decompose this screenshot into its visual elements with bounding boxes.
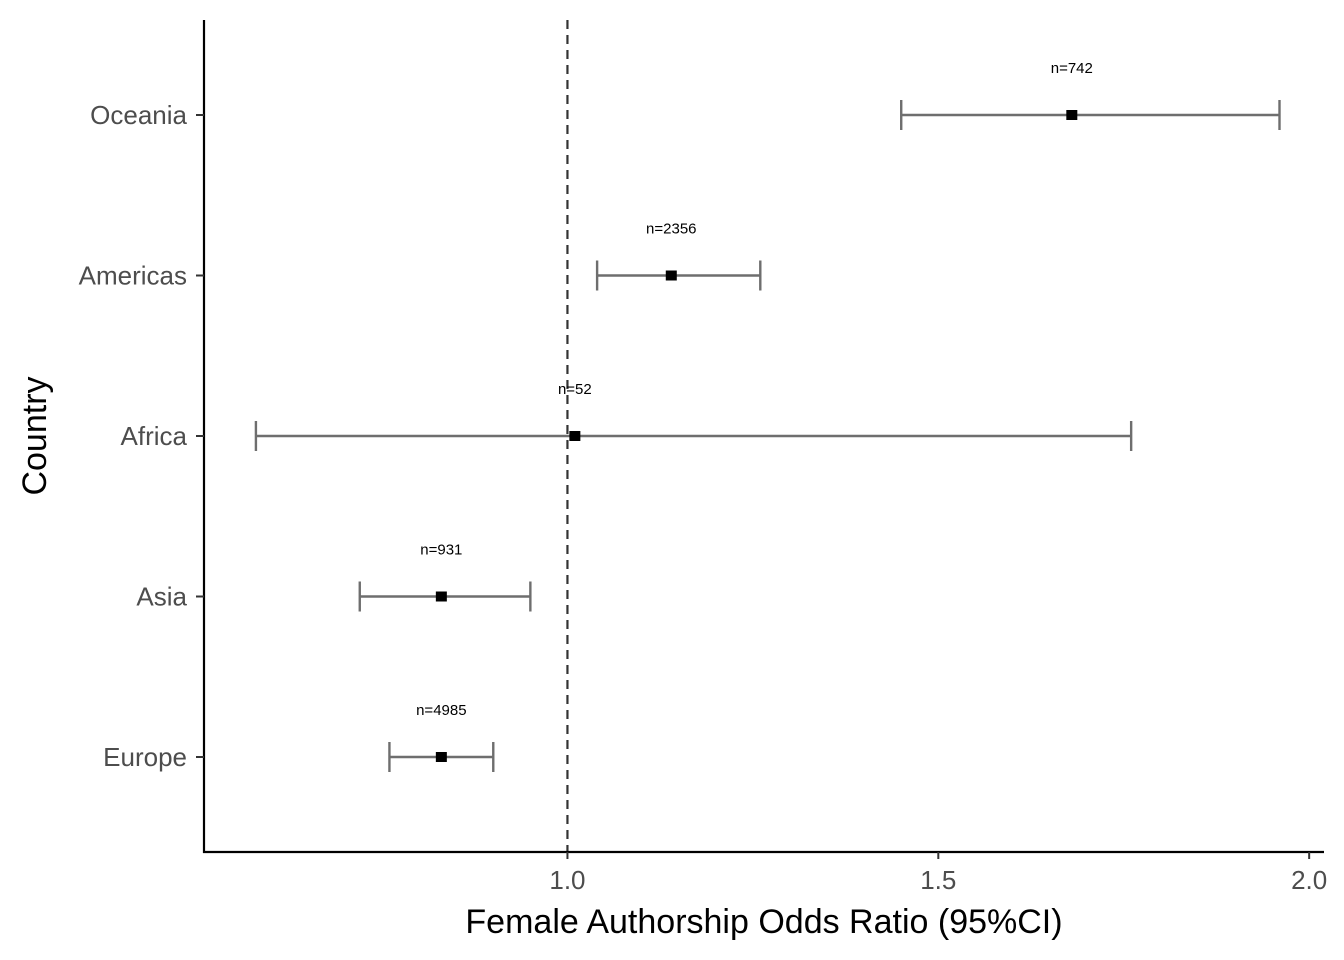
x-tick-label: 1.5 <box>920 865 956 895</box>
y-axis-title: Country <box>16 376 54 495</box>
point-estimate <box>1066 110 1078 120</box>
y-tick-label: Oceania <box>90 100 187 130</box>
n-label: n=931 <box>420 542 462 559</box>
n-label: n=742 <box>1051 60 1093 77</box>
y-tick-label: Americas <box>79 261 187 291</box>
point-estimate <box>435 752 447 762</box>
n-label: n=4985 <box>416 702 466 719</box>
x-tick-label: 1.0 <box>549 865 585 895</box>
point-estimate <box>435 591 447 602</box>
y-tick-label: Europe <box>103 742 187 772</box>
n-label: n=2356 <box>646 221 696 238</box>
point-estimate <box>665 270 677 281</box>
n-label: n=52 <box>558 381 592 398</box>
x-tick-label: 2.0 <box>1291 865 1327 895</box>
x-axis-title: Female Authorship Odds Ratio (95%CI) <box>465 903 1062 941</box>
y-tick-label: Africa <box>121 421 188 451</box>
point-estimate <box>569 431 581 441</box>
y-tick-label: Asia <box>136 582 187 612</box>
